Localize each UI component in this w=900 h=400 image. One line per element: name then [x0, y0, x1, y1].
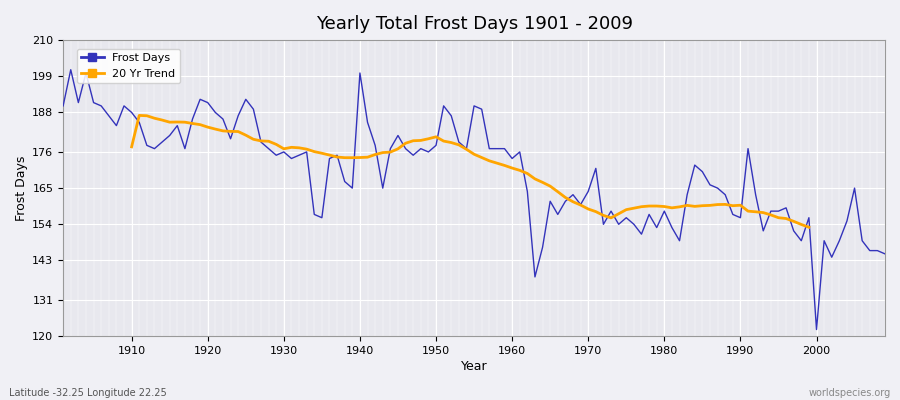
- Text: worldspecies.org: worldspecies.org: [809, 388, 891, 398]
- Legend: Frost Days, 20 Yr Trend: Frost Days, 20 Yr Trend: [76, 49, 180, 83]
- Y-axis label: Frost Days: Frost Days: [15, 156, 28, 221]
- X-axis label: Year: Year: [461, 360, 488, 373]
- Title: Yearly Total Frost Days 1901 - 2009: Yearly Total Frost Days 1901 - 2009: [316, 15, 633, 33]
- Text: Latitude -32.25 Longitude 22.25: Latitude -32.25 Longitude 22.25: [9, 388, 166, 398]
